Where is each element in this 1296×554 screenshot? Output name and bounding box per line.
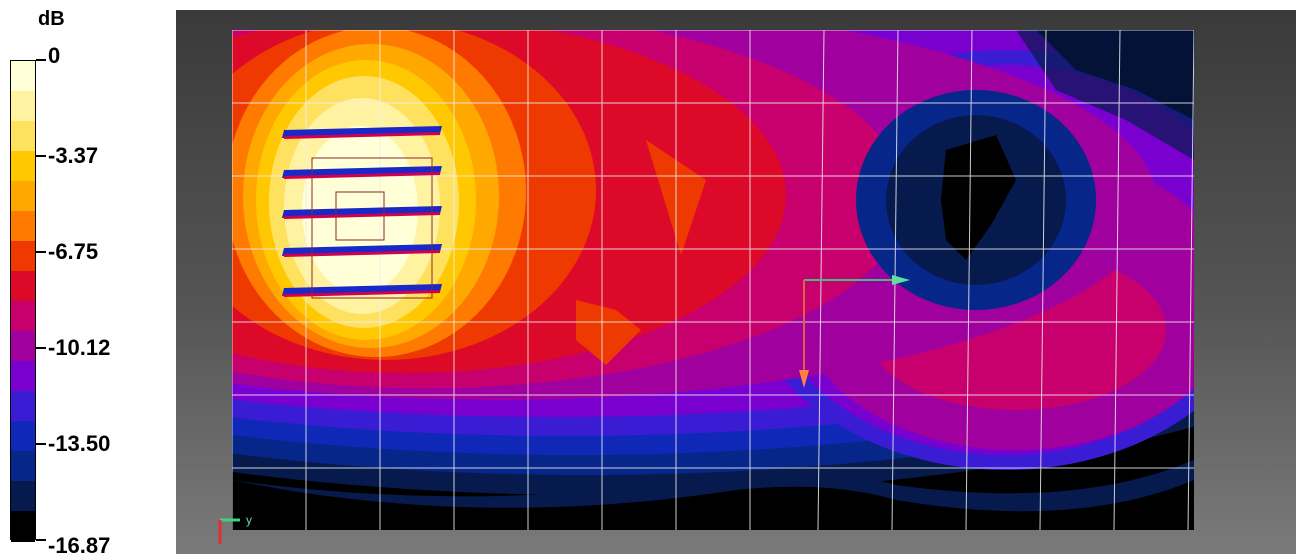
axis-arrowhead <box>799 370 809 388</box>
colorbar-swatch <box>11 451 35 482</box>
array-element <box>282 244 442 256</box>
plot-viewport[interactable]: y <box>176 10 1296 554</box>
colorbar-swatch <box>11 61 35 92</box>
colorbar-tick-mark <box>36 251 46 254</box>
colorbar-swatch <box>11 481 35 512</box>
colorbar-tick-mark <box>36 154 46 157</box>
colorbar-tick-label: -6.75 <box>48 239 99 265</box>
colorbar-swatch <box>11 151 35 182</box>
floor-edge <box>232 480 1194 530</box>
colorbar-legend: dB 0 -3.37 -6.75 -10.12 -13.50 -16.87 <box>0 0 170 554</box>
axis-arrowhead <box>892 275 910 285</box>
array-wireframe <box>335 191 385 241</box>
array-element <box>284 212 440 219</box>
colorbar-swatch <box>11 121 35 152</box>
colorbar-swatch <box>11 331 35 362</box>
colorbar-swatch <box>11 361 35 392</box>
corner-axis-triad: y <box>218 513 252 544</box>
grid-line <box>1039 30 1047 530</box>
grid-line <box>965 30 973 530</box>
triad-axis-label: y <box>246 513 252 527</box>
array-element <box>284 172 440 179</box>
heatmap-canvas: y <box>176 10 1296 554</box>
colorbar-swatch <box>11 391 35 422</box>
colorbar-tick-label: -13.50 <box>48 431 111 457</box>
contour-band <box>232 460 1194 512</box>
colorbar-swatch <box>11 421 35 452</box>
array-element <box>282 206 442 218</box>
array-element <box>282 126 442 138</box>
colorbar-unit-label: dB <box>38 8 65 30</box>
contour-band <box>1016 30 1194 160</box>
reference-axes <box>799 275 910 388</box>
contour-patch <box>576 300 641 365</box>
array-element <box>282 166 442 178</box>
grid-line <box>1113 30 1121 530</box>
colorbar-swatch <box>11 91 35 122</box>
array-element <box>282 284 442 296</box>
colorbar-tick-label: -10.12 <box>48 334 111 360</box>
colorbar-swatch <box>11 271 35 302</box>
colorbar-swatch <box>11 181 35 212</box>
grid-line <box>1187 30 1194 530</box>
colorbar-tick-mark <box>36 443 46 446</box>
array-wireframe <box>311 157 433 299</box>
null-region <box>941 135 1016 260</box>
colorbar-swatch <box>11 241 35 272</box>
colorbar-swatch <box>11 211 35 242</box>
colorbar-tick-mark <box>36 59 46 61</box>
array-element <box>284 290 440 297</box>
colorbar-tick-label: -3.37 <box>48 142 99 168</box>
array-element <box>284 250 440 257</box>
field-contours <box>232 30 1194 530</box>
colorbar-tick-label: -16.87 <box>48 533 111 554</box>
colorbar-tick-mark <box>36 346 46 349</box>
antenna-array <box>282 126 442 299</box>
colorbar-gradient <box>10 60 36 542</box>
colorbar-tick-mark <box>36 539 46 541</box>
colorbar-swatch <box>11 511 35 542</box>
colorbar-tick-label: 0 <box>48 43 61 68</box>
colorbar-swatch <box>11 301 35 332</box>
array-element <box>284 132 440 139</box>
